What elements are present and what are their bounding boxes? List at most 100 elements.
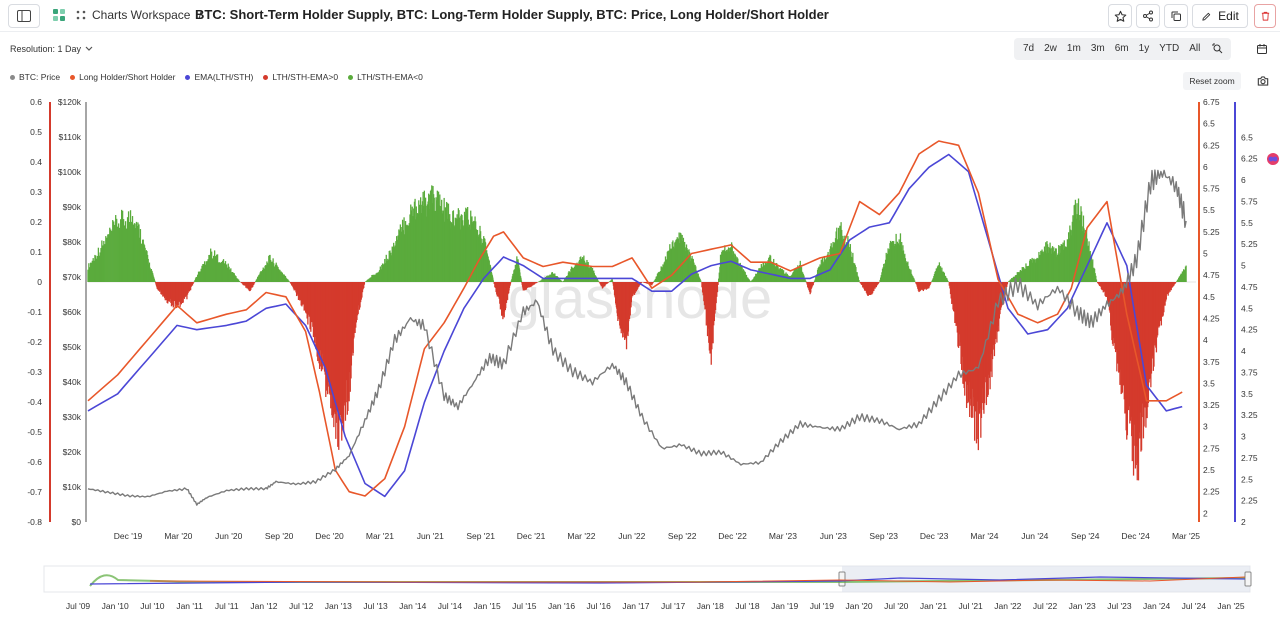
x-tick-label: Sep '21	[466, 531, 495, 541]
navigator-tick-label: Jul '10	[140, 601, 165, 611]
ratio-tick-label: 3.5	[1203, 378, 1215, 388]
calendar-button[interactable]	[1250, 38, 1274, 60]
navigator-tick-label: Jan '17	[622, 601, 649, 611]
x-tick-label: Mar '22	[567, 531, 595, 541]
legend-dot	[263, 74, 269, 80]
legend-label: EMA(LTH/STH)	[194, 72, 254, 82]
price-tick-label: $10k	[63, 482, 82, 492]
price-tick-label: $60k	[63, 307, 82, 317]
navigator-tick-label: Jul '15	[512, 601, 537, 611]
duplicate-button[interactable]	[1164, 4, 1188, 28]
navigator-tick-label: Jul '18	[735, 601, 760, 611]
range-1y-button[interactable]: 1y	[1138, 43, 1150, 54]
x-tick-label: Dec '21	[517, 531, 546, 541]
x-tick-label: Jun '23	[820, 531, 847, 541]
navigator-tick-label: Jul '23	[1107, 601, 1132, 611]
navigator-tick-label: Jul '21	[958, 601, 983, 611]
range-7d-button[interactable]: 7d	[1023, 43, 1035, 54]
navigator-right-handle	[1244, 571, 1252, 587]
share-button[interactable]	[1136, 4, 1160, 28]
price-tick-label: $80k	[63, 237, 82, 247]
range-6m-button[interactable]: 6m	[1114, 43, 1129, 54]
ema-tick-label: 5.75	[1241, 196, 1258, 206]
x-tick-label: Dec '22	[718, 531, 747, 541]
ratio-tick-label: 6.5	[1203, 119, 1215, 129]
osc-tick-label: 0.4	[30, 157, 42, 167]
ema-tick-label: 3.25	[1241, 410, 1258, 420]
osc-tick-label: -0.5	[27, 427, 42, 437]
x-tick-label: Mar '21	[366, 531, 394, 541]
pencil-icon	[1202, 12, 1211, 21]
ema-tick-label: 4.25	[1241, 325, 1258, 335]
ema-tick-label: 6.25	[1241, 154, 1258, 164]
ratio-tick-label: 3	[1203, 422, 1208, 432]
osc-tick-label: -0.2	[27, 337, 42, 347]
x-tick-label: Sep '22	[668, 531, 697, 541]
range-1m-button[interactable]: 1m	[1066, 43, 1081, 54]
legend-dot	[348, 74, 354, 80]
zoom-select-icon[interactable]	[1209, 40, 1227, 58]
brain-icon[interactable]	[1266, 152, 1280, 166]
navigator-tick-label: Jul '17	[661, 601, 686, 611]
price-tick-label: $0	[72, 517, 82, 527]
ema-tick-label: 4.5	[1241, 303, 1253, 313]
navigator-tick-label: Jan '14	[399, 601, 426, 611]
ema-tick-label: 5.25	[1241, 239, 1258, 249]
range-all-button[interactable]: All	[1189, 43, 1201, 54]
ema-tick-label: 5	[1241, 261, 1246, 271]
delete-button[interactable]	[1254, 4, 1276, 28]
osc-tick-label: 0.5	[30, 127, 42, 137]
resolution-dropdown[interactable]: Resolution: 1 Day	[10, 44, 93, 54]
x-tick-label: Dec '20	[315, 531, 344, 541]
camera-icon[interactable]	[1256, 74, 1270, 88]
navigator-tick-label: Jan '23	[1069, 601, 1096, 611]
breadcrumb-separator: /	[198, 8, 202, 22]
navigator-tick-label: Jul '22	[1033, 601, 1058, 611]
ema-tick-label: 3.5	[1241, 389, 1253, 399]
x-tick-label: Dec '24	[1121, 531, 1150, 541]
chart-legend: BTC: Price Long Holder/Short Holder EMA(…	[10, 72, 423, 82]
osc-tick-label: -0.1	[27, 307, 42, 317]
range-3m-button[interactable]: 3m	[1090, 43, 1105, 54]
ratio-tick-label: 4.5	[1203, 292, 1215, 302]
legend-item-price[interactable]: BTC: Price	[10, 72, 60, 82]
navigator-chart[interactable]: Jul '09 Jan '10 Jul '10 Jan '11 Jul '11 Jan '…	[0, 560, 1280, 618]
legend-dot	[185, 74, 191, 80]
navigator-tick-label: Jan '24	[1143, 601, 1170, 611]
x-tick-label: Sep '20	[265, 531, 294, 541]
ema-tick-label: 5.5	[1241, 218, 1253, 228]
legend-item-negative[interactable]: LTH/STH-EMA<0	[348, 72, 423, 82]
legend-item-ratio[interactable]: Long Holder/Short Holder	[70, 72, 175, 82]
ema-tick-label: 6	[1241, 175, 1246, 185]
legend-item-ema[interactable]: EMA(LTH/STH)	[185, 72, 253, 82]
chevron-down-icon	[85, 46, 93, 51]
price-tick-label: $70k	[63, 272, 82, 282]
workspace-icon	[53, 9, 65, 21]
legend-item-positive[interactable]: LTH/STH-EMA>0	[263, 72, 338, 82]
price-tick-label: $40k	[63, 377, 82, 387]
range-2w-button[interactable]: 2w	[1044, 43, 1057, 54]
toggle-sidebar-button[interactable]	[8, 4, 40, 28]
legend-label: BTC: Price	[19, 72, 61, 82]
ratio-tick-label: 5.75	[1203, 184, 1220, 194]
share-icon	[1143, 10, 1153, 22]
navigator-tick-label: Jul '12	[289, 601, 314, 611]
ratio-tick-label: 2.5	[1203, 465, 1215, 475]
price-line	[87, 169, 1187, 506]
main-chart[interactable]: 0.6 0.5 0.4 0.3 0.2 0.1 0 -0.1 -0.2 -0.3 -0.4 -0.5 -…	[0, 96, 1280, 546]
x-tick-label: Jun '21	[417, 531, 444, 541]
reset-zoom-button[interactable]: Reset zoom	[1183, 72, 1241, 90]
edit-button[interactable]: Edit	[1192, 4, 1248, 28]
ratio-tick-label: 6	[1203, 162, 1208, 172]
breadcrumb-workspace-link[interactable]: Charts Workspace	[92, 8, 191, 22]
price-tick-label: $50k	[63, 342, 82, 352]
navigator-tick-label: Jan '12	[250, 601, 277, 611]
range-ytd-button[interactable]: YTD	[1159, 43, 1180, 54]
navigator-osc-line	[89, 574, 1246, 587]
ratio-tick-label: 3.25	[1203, 400, 1220, 410]
favorite-button[interactable]	[1108, 4, 1132, 28]
ratio-tick-label: 6.75	[1203, 97, 1220, 107]
legend-dot	[10, 74, 15, 80]
breadcrumb: Charts Workspace /	[76, 8, 204, 22]
navigator-tick-label: Jul '16	[587, 601, 612, 611]
